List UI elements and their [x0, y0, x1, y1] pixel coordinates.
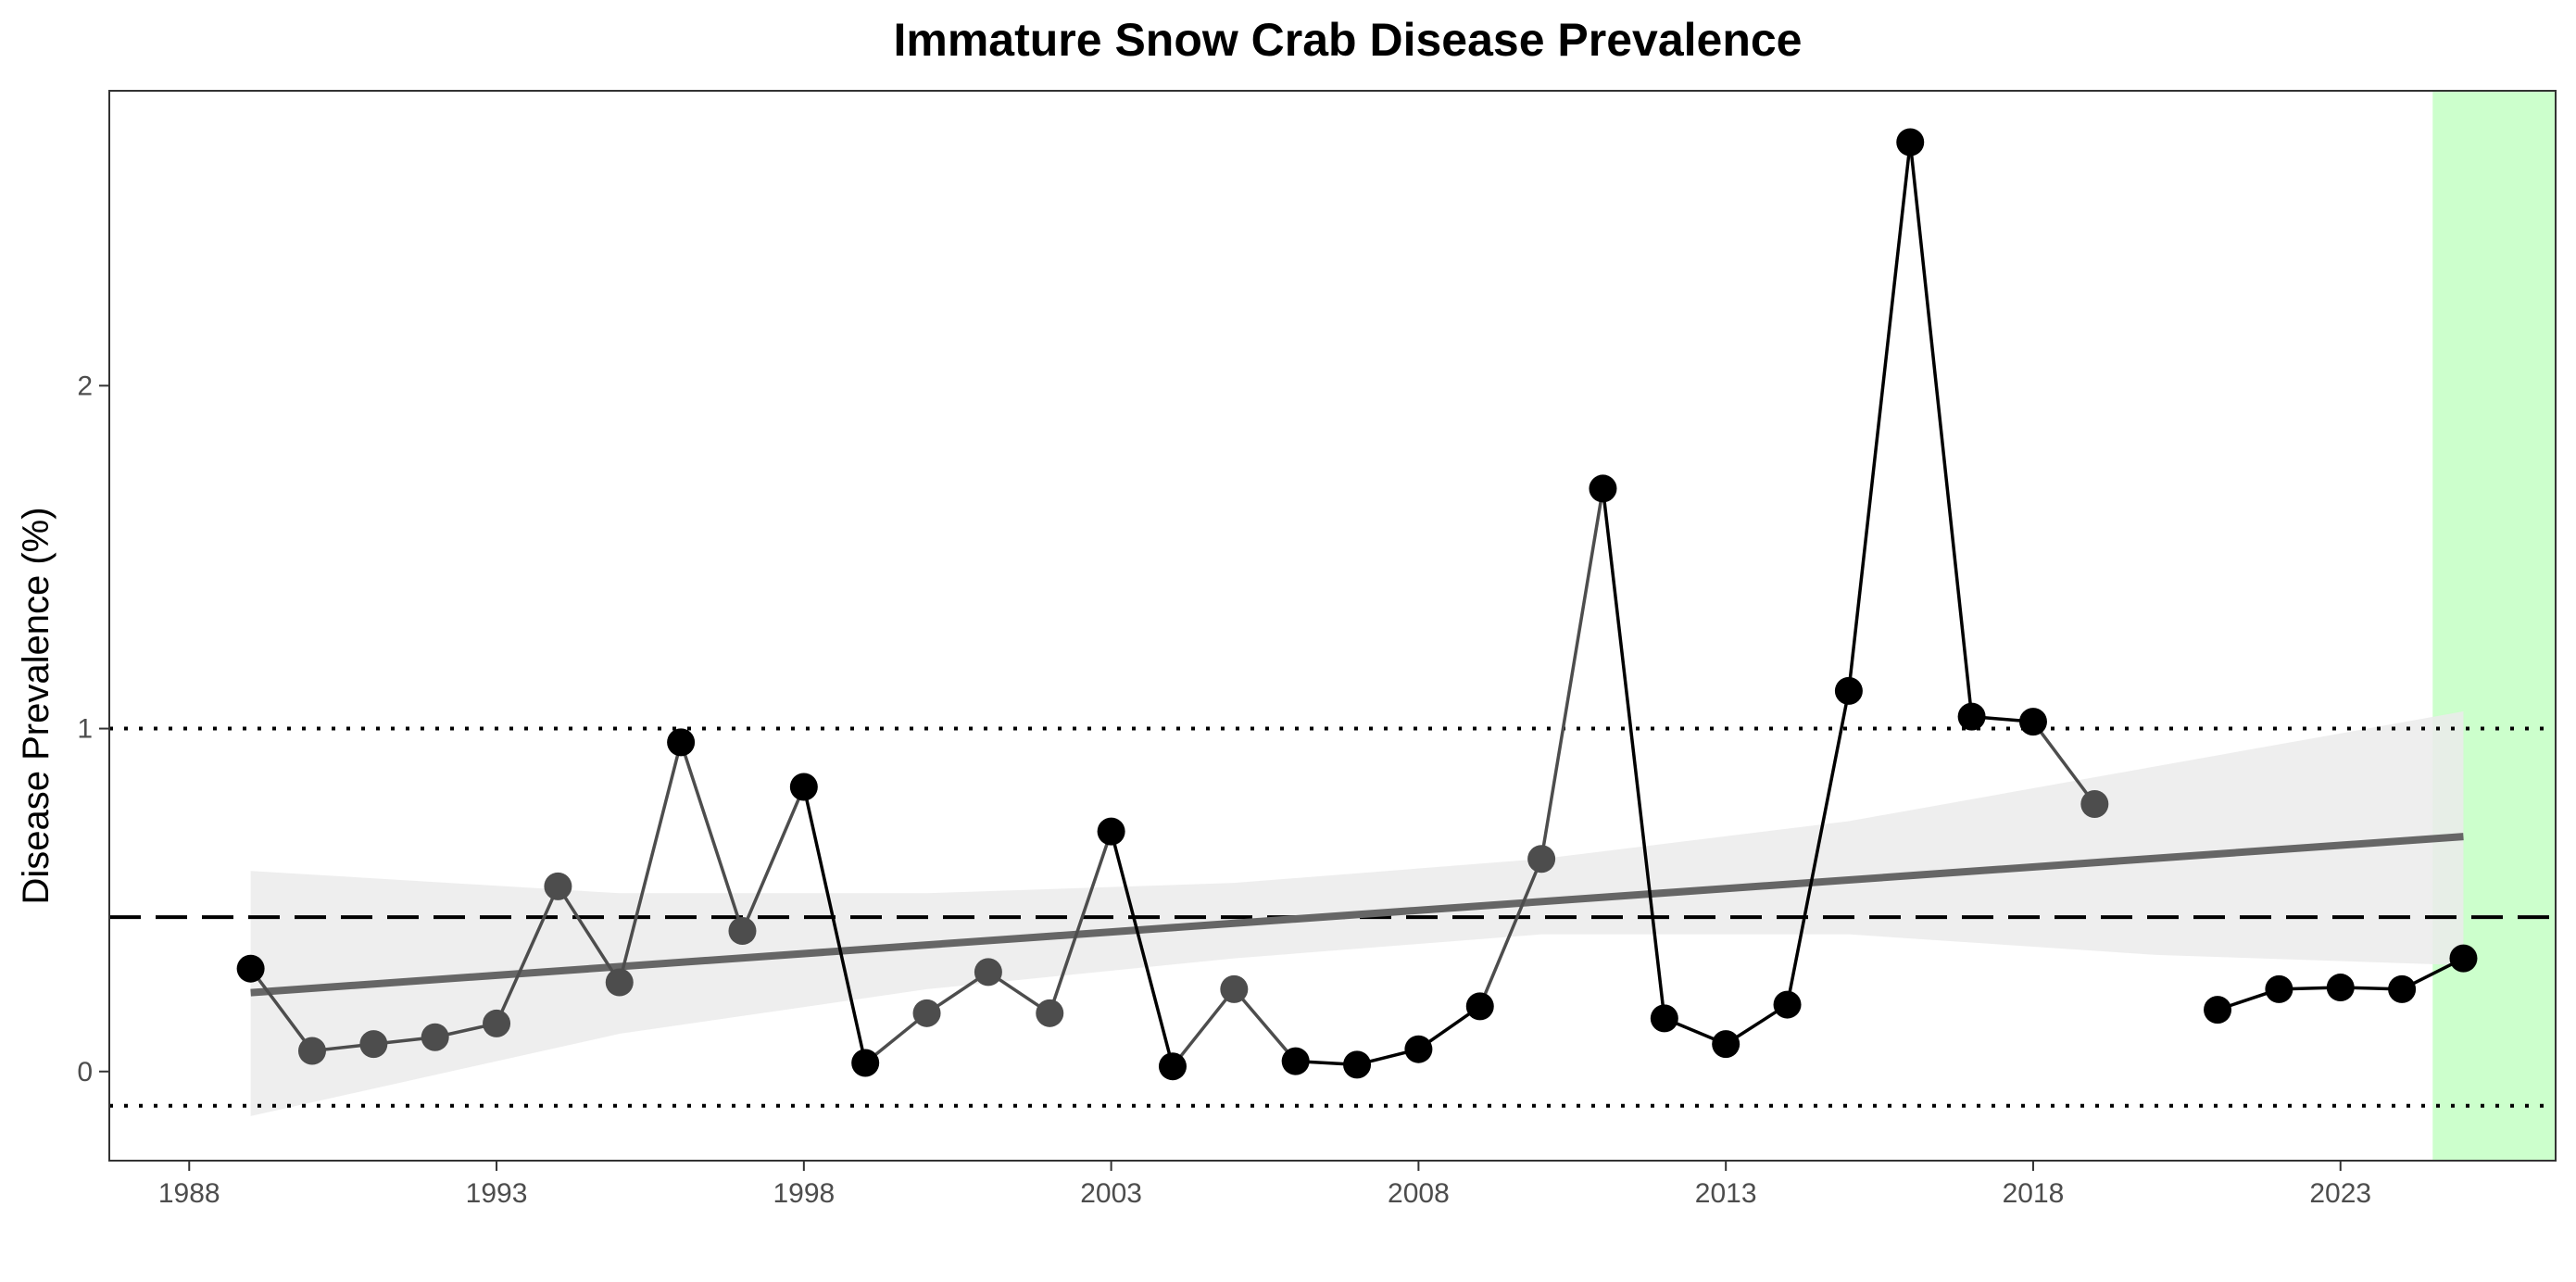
data-point-1995 [605, 968, 634, 997]
data-point-2023 [2326, 974, 2355, 1002]
series-0-segment [618, 741, 683, 983]
data-point-2008 [1404, 1035, 1433, 1063]
series-0-segment [679, 741, 745, 932]
data-point-2001 [974, 958, 1002, 987]
data-point-2018 [2018, 708, 2047, 736]
y-tick-label-0: 0 [77, 1057, 93, 1087]
series-0-segment [1908, 142, 1974, 717]
series-0-segment [2031, 721, 2096, 806]
data-point-2014 [1773, 990, 1802, 1019]
panel-border [108, 90, 2557, 1162]
y-tick-label-1: 1 [77, 714, 93, 745]
x-tick-label-2008: 2008 [1388, 1178, 1450, 1209]
x-tick-label-2023: 2023 [2309, 1178, 2371, 1209]
x-tick-label-1988: 1988 [158, 1178, 220, 1209]
data-point-1993 [483, 1009, 511, 1037]
series-0-segment [1232, 987, 1298, 1062]
series-0-segment [1048, 831, 1113, 1014]
data-point-2021 [2204, 996, 2232, 1024]
series-0-segment [495, 886, 560, 1024]
series-0-segment [1171, 987, 1236, 1068]
data-point-1992 [421, 1023, 449, 1051]
data-point-1996 [667, 728, 696, 757]
data-point-2024 [2388, 974, 2417, 1003]
data-point-2013 [1712, 1030, 1740, 1059]
highlight-region [2432, 91, 2556, 1161]
data-point-1990 [297, 1037, 326, 1065]
series-0-segment [1601, 488, 1666, 1019]
data-point-2025 [2449, 944, 2478, 973]
series-0-segment [1109, 831, 1175, 1067]
data-point-1991 [359, 1030, 388, 1059]
series-0-segment [1478, 858, 1543, 1008]
x-tick-label-2018: 2018 [2003, 1178, 2065, 1209]
data-point-1999 [851, 1049, 880, 1077]
data-point-2022 [2265, 974, 2293, 1003]
data-point-2017 [1957, 702, 1986, 731]
series-0-segment [556, 885, 622, 984]
x-tick-label-2003: 2003 [1080, 1178, 1142, 1209]
data-point-2009 [1465, 992, 1494, 1021]
data-point-1989 [236, 954, 265, 983]
data-point-1994 [544, 872, 572, 900]
data-point-2005 [1220, 974, 1249, 1003]
series-0-segment [802, 786, 867, 1063]
data-point-2015 [1834, 676, 1863, 705]
y-axis-label: Disease Prevalence (%) [16, 507, 57, 904]
x-tick-label-1993: 1993 [466, 1178, 528, 1209]
series-0-segment [1847, 142, 1912, 692]
trend-line [250, 833, 2464, 997]
series-0-segment [1539, 488, 1605, 860]
data-point-2004 [1158, 1052, 1187, 1081]
x-tick-label-2013: 2013 [1695, 1178, 1757, 1209]
data-point-2019 [2080, 790, 2109, 818]
chart-title: Immature Snow Crab Disease Prevalence [893, 14, 1802, 66]
panel-content [109, 91, 2556, 1161]
data-point-2000 [912, 999, 941, 1027]
data-point-2016 [1896, 128, 1925, 157]
data-point-2010 [1527, 845, 1556, 874]
data-point-2002 [1036, 999, 1064, 1027]
series-0-segment [740, 786, 806, 932]
data-point-1998 [789, 773, 818, 801]
y-tick-label-2: 2 [77, 371, 93, 401]
series-0-segment [249, 967, 314, 1052]
plot-area: 1988 1993 1998 2003 2008 2013 2018 2023 0 1 2 [77, 90, 2557, 1209]
data-point-2006 [1281, 1047, 1310, 1075]
data-point-1997 [728, 916, 757, 945]
data-point-2012 [1650, 1004, 1678, 1033]
series-0-segment [1785, 690, 1851, 1005]
data-point-2011 [1589, 474, 1617, 503]
x-tick-label-1998: 1998 [773, 1178, 835, 1209]
data-point-2007 [1343, 1050, 1372, 1079]
data-point-2003 [1097, 817, 1125, 846]
